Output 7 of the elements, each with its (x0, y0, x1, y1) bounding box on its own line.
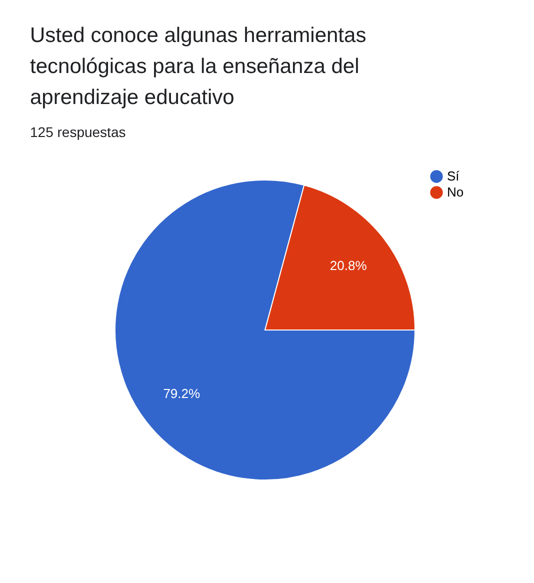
chart-subtitle: 125 respuestas (30, 124, 126, 140)
legend-label: Sí (447, 168, 460, 184)
pie-slice (114, 180, 416, 480)
data-label: 20.8% (330, 258, 368, 274)
legend-label: No (447, 184, 464, 200)
chart-title: Usted conoce algunas herramientas tecnológicas para la enseñanza del aprendizaje educativo (30, 24, 366, 109)
data-label: 79.2% (163, 386, 200, 401)
